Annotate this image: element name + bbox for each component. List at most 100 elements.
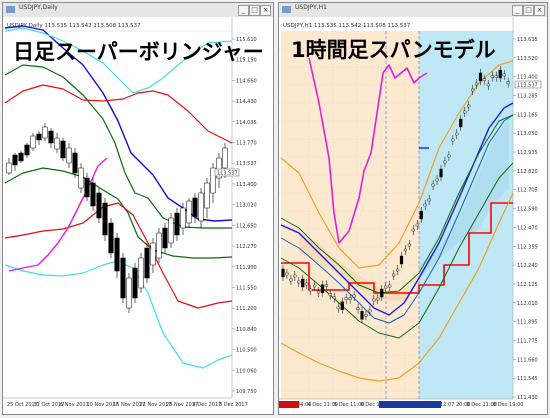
daily-symbol-line: USDJPY,Daily 113.535 113.542 113.508 113…	[7, 23, 141, 29]
price-tick-label: 112.470	[517, 225, 538, 231]
close-button[interactable]: ×	[534, 5, 545, 16]
candle-body	[192, 197, 198, 218]
minus-1sigma-band	[4, 167, 233, 259]
price-tick-label: 110.060	[236, 368, 257, 374]
maximize-button[interactable]: □	[249, 5, 260, 16]
candle-body	[90, 182, 96, 207]
candle-body	[313, 284, 317, 288]
plus-2sigma-band	[280, 60, 514, 269]
price-tick-label: 109.750	[236, 389, 257, 395]
candle-body	[427, 198, 431, 202]
candle-body	[198, 192, 204, 222]
hourly-symbol-line: USDJPY,H1 113.535 113.542 113.508 113.53…	[283, 23, 411, 29]
candle-body	[435, 178, 439, 182]
price-tick-label: 111.660	[517, 357, 538, 363]
price-tick-label: 110.840	[236, 327, 257, 333]
candle-body	[222, 147, 228, 169]
candle-body	[372, 298, 376, 302]
chart-window-icon	[6, 6, 15, 13]
candle-body	[180, 207, 186, 229]
daily-chart-canvas: USDJPY,Daily 113.535 113.542 113.508 113…	[3, 17, 273, 414]
price-tick-label: 114.660	[236, 78, 257, 84]
candle-body	[411, 228, 415, 232]
candle-body	[340, 301, 344, 310]
candle-body	[328, 293, 332, 296]
plus-3sigma-band	[4, 27, 233, 94]
candle-body	[297, 280, 301, 284]
candle-body	[384, 285, 388, 289]
price-tick-label: 114.430	[236, 99, 257, 105]
candle-body	[451, 138, 455, 142]
price-tick-label: 112.935	[517, 150, 538, 156]
price-tick-label: 114.035	[236, 120, 257, 126]
price-tick-label: 111.430	[517, 395, 538, 401]
candle-body	[216, 157, 222, 179]
date-tick-label: 10 Nov 2017	[87, 402, 119, 408]
candle-body	[419, 210, 423, 220]
base-line	[280, 114, 514, 324]
price-tick-label: 112.270	[236, 244, 257, 250]
plus-1sigma-band	[4, 64, 232, 229]
price-tick-label: 111.775	[517, 338, 538, 344]
candle-body	[6, 162, 12, 174]
candle-body	[431, 183, 435, 187]
candle-body	[470, 88, 475, 92]
candle-body	[447, 154, 451, 158]
candle-body	[305, 282, 309, 286]
candle-body	[210, 167, 216, 194]
minimize-button[interactable]: _	[512, 5, 523, 16]
candle-body	[108, 222, 114, 254]
price-tick-label: 111.550	[236, 285, 257, 291]
candle-body	[407, 243, 411, 247]
price-tick-label: 113.537	[236, 161, 257, 167]
candle-body	[459, 118, 463, 128]
minimize-button[interactable]: _	[238, 5, 249, 16]
candle-body	[138, 257, 144, 289]
hourly-chart-window-title: USDJPY,H1	[295, 4, 327, 11]
hourly-chart-canvas: USDJPY,H1 113.535 113.542 113.508 113.53…	[279, 17, 547, 414]
date-tick-label: 25 Oct 2017	[7, 402, 38, 408]
price-tick-label: 112.240	[517, 263, 538, 269]
hourly-chart-window[interactable]: USDJPY,H1 _ □ × USDJPY,H1 113.535 113.54…	[278, 2, 548, 415]
candle-body	[482, 78, 487, 81]
price-tick-label: 115.610	[236, 37, 257, 43]
candle-body	[289, 278, 293, 282]
daily-chart-window[interactable]: USDJPY,Daily _ □ × USDJPY,Daily 113.535 …	[2, 2, 274, 415]
candle-body	[168, 217, 174, 244]
price-tick-label: 111.545	[517, 376, 538, 382]
blue-span-line	[280, 102, 514, 316]
date-tick-label: 8 Dec 19:00	[493, 402, 523, 408]
candle-body	[150, 242, 156, 266]
date-tick-label: 8 Dec 11:00	[467, 402, 497, 408]
candle-body	[96, 192, 102, 219]
candle-body	[156, 232, 162, 259]
candle-body	[336, 306, 340, 310]
candle-body	[439, 168, 443, 178]
candle-body	[281, 268, 285, 278]
candle-body	[54, 137, 60, 150]
candle-body	[78, 167, 84, 189]
daily-chart-heading: 日足スーパーボリンジャー	[13, 40, 264, 64]
selected-range-badge	[379, 401, 441, 408]
candle-body	[120, 257, 126, 299]
candle-body	[204, 182, 210, 209]
hourly-chart-heading: 1時間足スパンモデル	[291, 38, 496, 62]
maximize-button[interactable]: □	[523, 5, 534, 16]
candle-body	[12, 154, 18, 166]
daily-last-price: 113.537	[217, 171, 238, 177]
price-tick-label: 112.010	[517, 301, 538, 307]
bearish-cloud	[299, 233, 409, 301]
candle-body	[48, 130, 54, 144]
candle-body	[399, 255, 404, 265]
price-tick-label: 113.635	[517, 37, 538, 43]
minus-2sigma-band	[4, 202, 233, 309]
close-button[interactable]: ×	[260, 5, 271, 16]
red-span-line	[281, 202, 513, 294]
candle-body	[132, 267, 138, 299]
candle-body	[478, 72, 483, 82]
candle-body	[72, 152, 78, 174]
candle-body	[293, 274, 297, 278]
candle-body	[24, 144, 30, 156]
minus-2sigma-band	[280, 192, 514, 382]
